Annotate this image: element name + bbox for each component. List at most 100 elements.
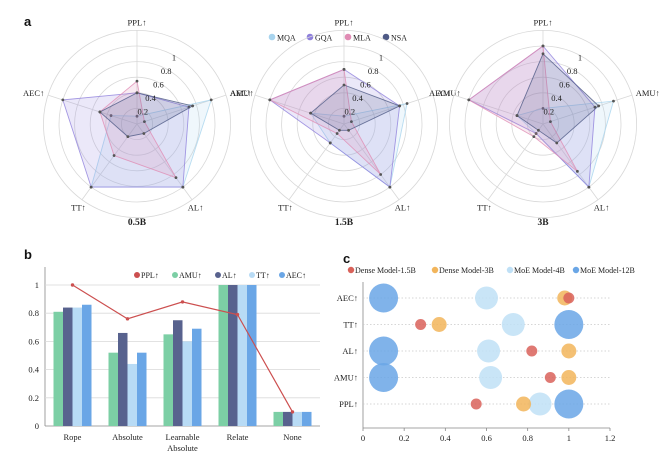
radar-chart-3B: 0.2 0.4 0.6 0.81 PPL↑ AMU↑ AL↑ TT↑ AEC↑ 3B [429,17,660,228]
radar-axis-label: PPL↑ [534,17,553,27]
ppl-point [125,317,130,321]
bar-legend-item: PPL↑ [134,271,159,280]
radar-axis-label: AMU↑ [230,88,254,98]
radar-legend-item: NSA [382,33,407,43]
bubble-xtick-label: 0.4 [440,433,451,443]
radar-spoke [288,123,345,200]
radar-polygon-mla [99,80,177,179]
bar-xtick-label: Rope [64,432,82,442]
ppl-point [290,410,295,414]
bar-tt [237,285,247,426]
legend-label: AMU↑ [179,271,202,280]
radar-axis-label: PPL↑ [335,17,354,27]
bar-tt [72,307,82,426]
radar-tick-label: 0.6 [360,79,371,89]
radar-axis-label: TT↑ [477,203,492,213]
bar-aec [247,285,257,426]
legend-marker [249,272,255,278]
radar-vertex-mla [549,120,552,123]
legend-marker [431,266,439,274]
radar-vertex-mla [532,135,536,139]
legend-label: MoE Model-4B [514,266,565,275]
radar-axis-label: AMU↑ [636,88,660,98]
bubble-xtick-label: 0.8 [522,433,533,443]
radar-spoke [542,94,633,125]
legend-label: AEC↑ [286,271,306,280]
bar-tt [292,411,302,426]
radar-vertex-nsa [555,141,559,145]
radar-vertex-mla [112,154,116,157]
radar-polygon-gqa [62,92,190,188]
radar-axis-label: AEC↑ [230,88,251,98]
legend-label: AL↑ [222,271,237,280]
bubble-xtick-label: 0 [361,433,365,443]
radar-axis-label: AEC↑ [23,88,44,98]
radar-tick-label: 0.8 [368,66,379,76]
bubble-ytick-label: AL↑ [342,346,358,356]
bar-al [173,320,183,426]
bubble-legend-item: Dense Model-1.5B [347,266,416,275]
bubble-moe-model-12b [554,389,584,419]
radar-vertex-nsa [309,111,313,115]
radar-legend: MQA GQA MLA NSA [268,33,407,43]
legend-label: Dense Model-1.5B [355,266,416,275]
radar-chart-1_5B: 0.2 0.4 0.6 0.81 PPL↑ AMU↑ AL↑ TT↑ AEC↑ 1.5B [230,17,461,228]
bubble-ytick-label: TT↑ [343,320,358,330]
legend-label-mla: MLA [353,34,371,43]
legend-marker [215,272,221,278]
radar-vertex-gqa [181,185,185,189]
legend-label: MoE Model-12B [580,266,635,275]
bubble-dense-model-3b [516,396,532,412]
legend-label-mqa: MQA [277,34,296,43]
radar-vertex-mla [575,169,579,173]
bubble-moe-model-4b [528,392,552,416]
bar-aec [137,352,147,426]
bar-al [283,411,293,426]
radar-axis-label: AL↑ [188,203,204,213]
radar-vertex-mqa [135,114,139,118]
bubble-dense-model-1-5b [544,372,556,383]
bubble-dense-model-3b [431,317,447,332]
radar-tick-label: 0.2 [543,106,554,116]
radar-tick-label: 0.8 [567,66,578,76]
radar-axis-label: AEC↑ [429,88,450,98]
radar-tick-label: 0.2 [137,106,148,116]
radar-vertex-mla [135,79,139,83]
legend-marker-mqa [268,33,276,41]
radar-subplot-title: 1.5B [335,218,354,228]
bar-tt [127,363,137,426]
bubble-xtick-label: 1 [567,433,571,443]
bubble-ytick-label: AMU↑ [334,373,358,383]
radar-vertex-mla [268,98,272,102]
radar-subplot-title: 0.5B [128,218,147,228]
bar-aec [82,304,92,426]
panel-label-a: a [24,14,32,29]
radar-vertex-nsa [98,110,102,114]
ppl-point [70,283,75,287]
legend-marker-nsa [382,33,390,41]
bar-al [228,285,238,426]
bubble-dense-model-1-5b [563,292,575,304]
radar-vertex-mla [467,98,471,102]
bar-amu [218,285,228,426]
legend-marker [134,272,140,278]
legend-marker [172,272,178,278]
bar-aec [192,328,202,426]
bubble-ytick-label: PPL↑ [339,399,358,409]
radar-tick-label: 0.2 [344,106,355,116]
bubble-moe-model-4b [501,313,525,336]
bubble-moe-model-4b [477,339,501,363]
bubble-moe-model-12b [369,336,399,366]
radar-subplot-title: 3B [537,218,549,228]
bar-legend: PPL↑ AMU↑ AL↑ TT↑ AEC↑ [134,271,306,280]
radar-vertex-mqa [612,99,615,103]
bubble-xtick-label: 0.2 [399,433,410,443]
radar-vertex-gqa [89,185,93,189]
radar-vertex-nsa [126,135,130,139]
radar-tick-label: 0.6 [153,79,164,89]
bar-xtick-label: Learnable [166,432,200,442]
legend-label-gqa: GQA [315,34,333,43]
bar-ytick-label: 0.6 [28,336,39,346]
